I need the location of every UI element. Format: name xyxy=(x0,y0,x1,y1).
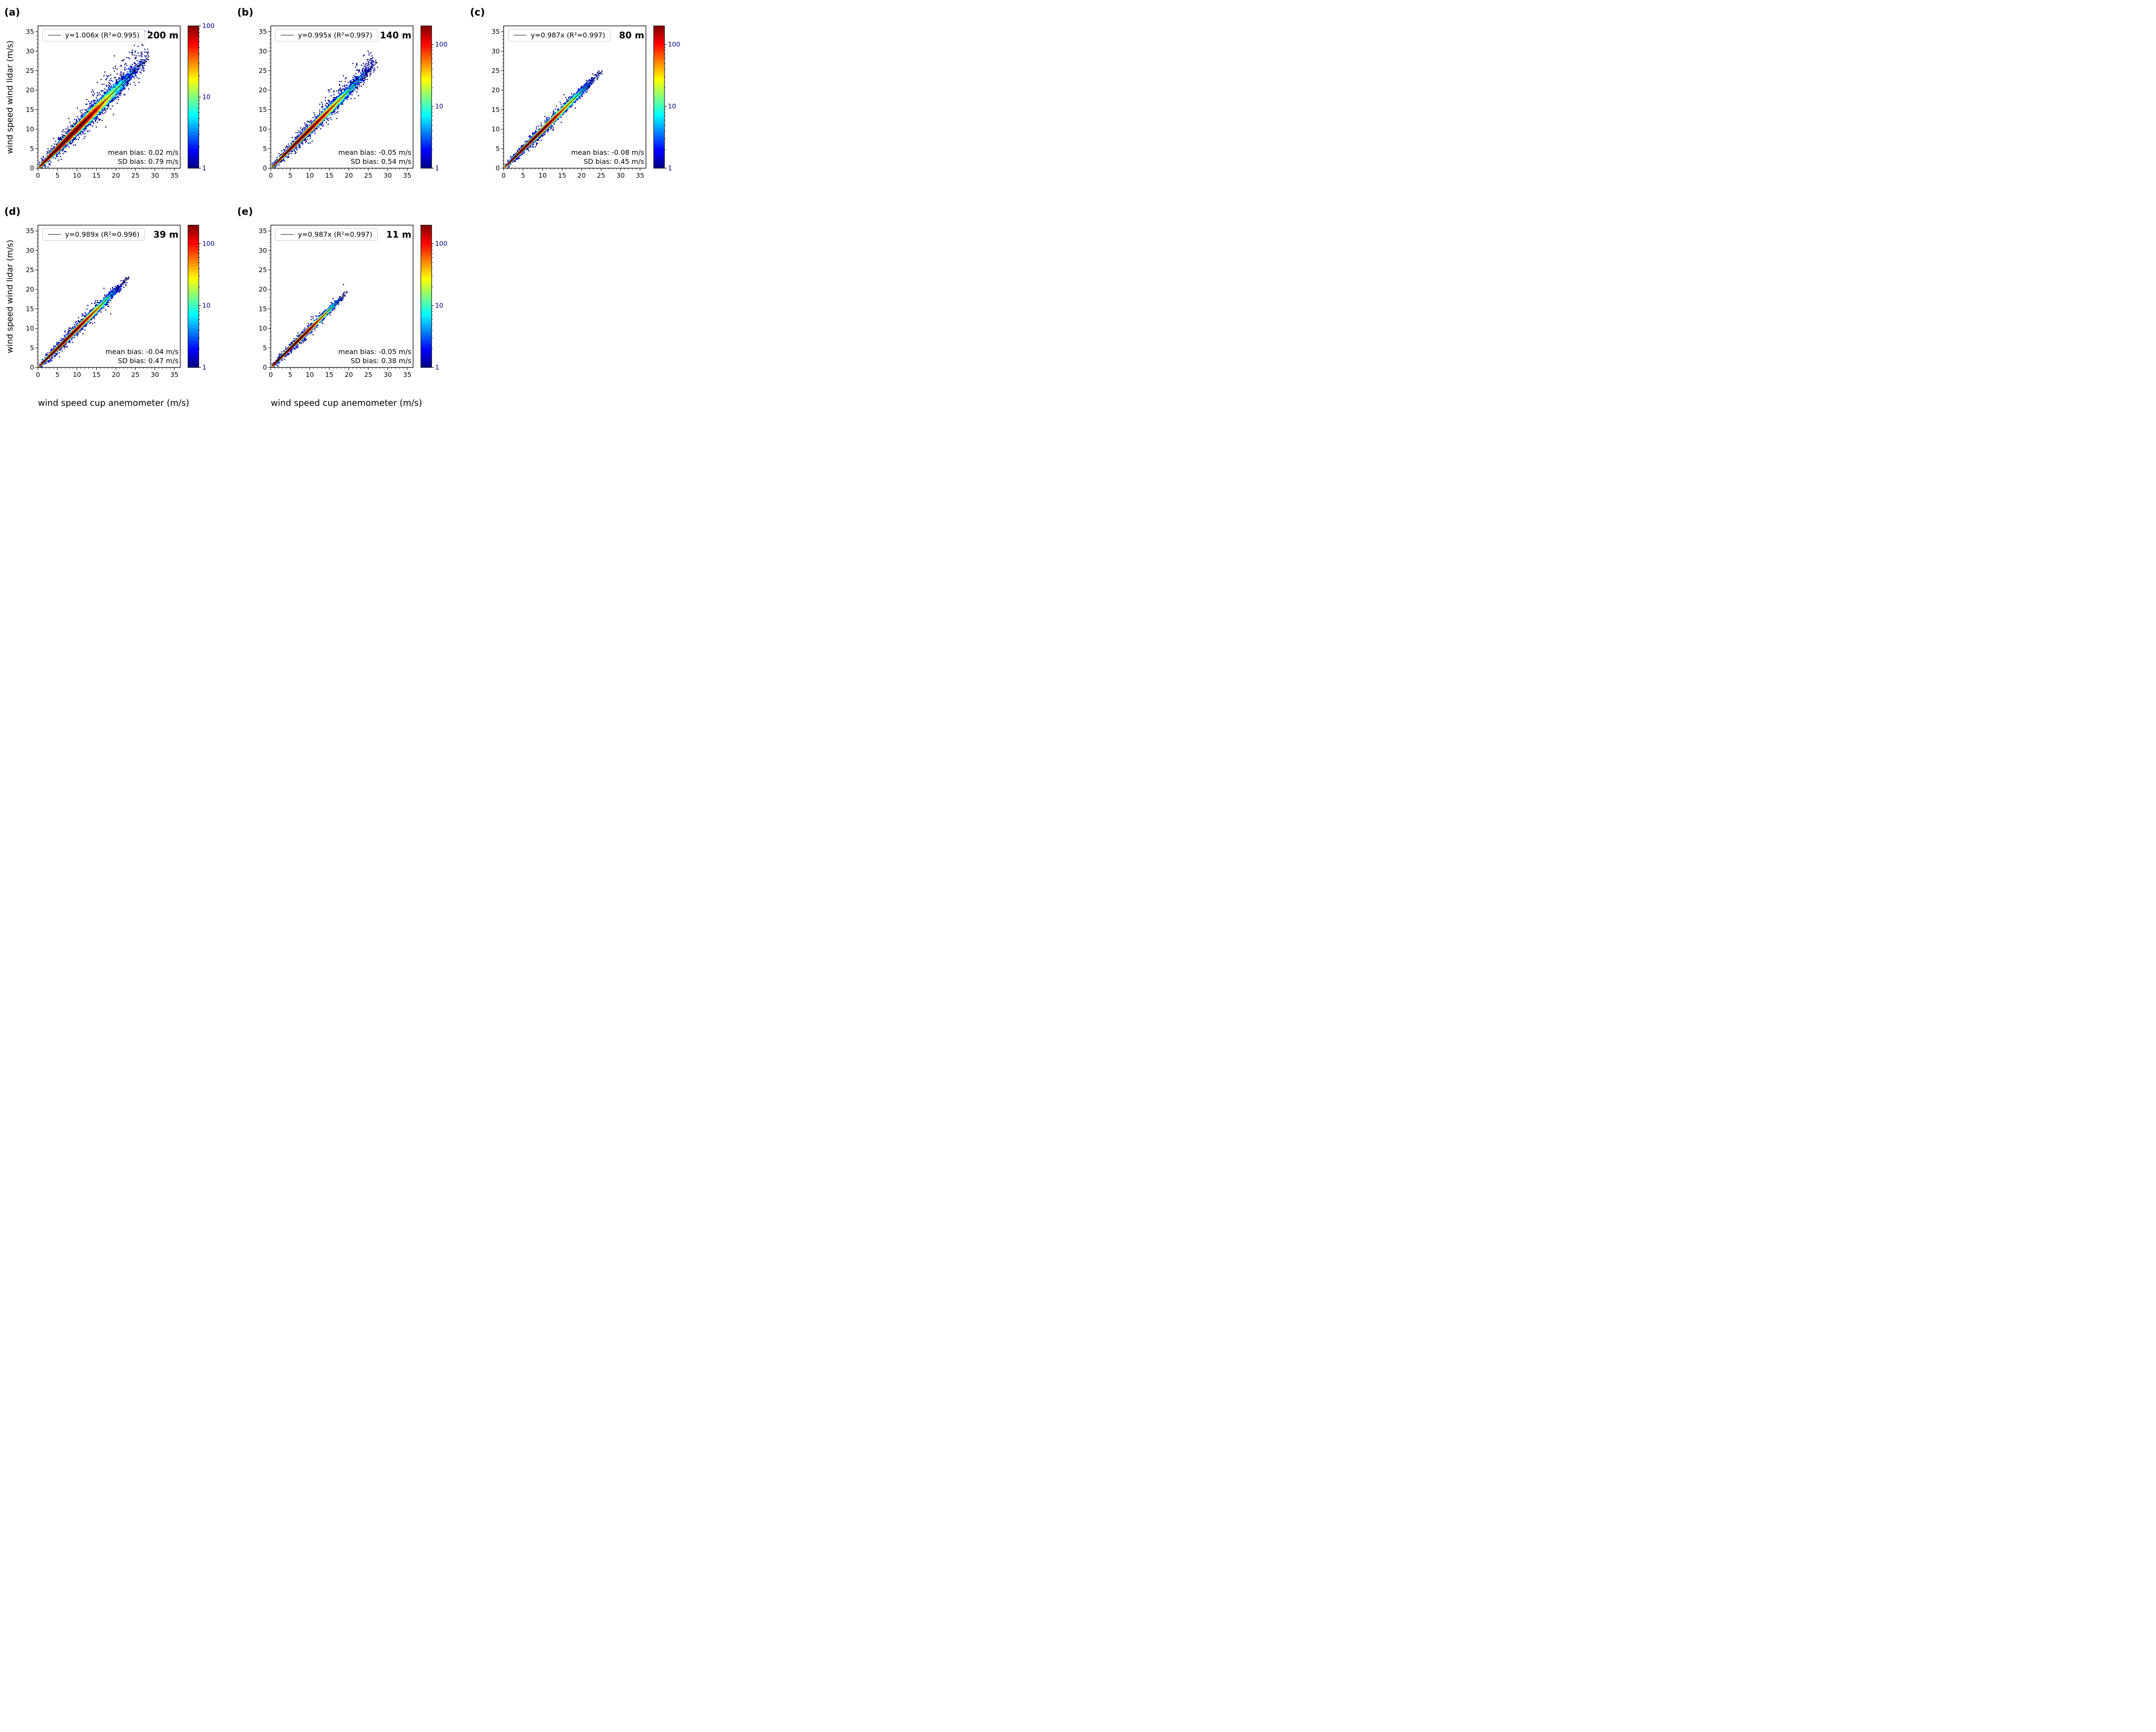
fit-legend: y=0.987x (R²=0.997) xyxy=(275,228,378,241)
x-axis-label: wind speed cup anemometer (m/s) xyxy=(38,398,189,408)
plot-area: wind speed wind lidar (m/s) y=1.006x (R²… xyxy=(4,20,237,197)
fit-equation: y=0.989x (R²=0.996) xyxy=(65,230,140,238)
fit-equation: y=0.987x (R²=0.997) xyxy=(298,230,373,238)
fit-legend: y=0.987x (R²=0.997) xyxy=(508,29,611,41)
height-label: 80 m xyxy=(619,30,644,41)
density-plot-canvas xyxy=(249,219,452,396)
fit-equation: y=0.987x (R²=0.997) xyxy=(531,31,605,39)
fit-legend: y=0.995x (R²=0.997) xyxy=(275,29,378,41)
mean-bias-text: mean bias: 0.02 m/s xyxy=(108,148,179,157)
sd-bias-text: SD bias: 0.45 m/s xyxy=(583,157,644,166)
plot-area: wind speed wind lidar (m/s) y=0.995x (R²… xyxy=(237,20,470,197)
mean-bias-text: mean bias: -0.05 m/s xyxy=(338,348,411,356)
panel-a: (a) wind speed wind lidar (m/s) y=1.006x… xyxy=(4,6,237,197)
density-plot-canvas xyxy=(16,20,219,197)
fit-legend: y=0.989x (R²=0.996) xyxy=(42,228,145,241)
fit-line-sample xyxy=(281,234,294,235)
density-plot-canvas xyxy=(482,20,685,197)
x-axis-label: wind speed cup anemometer (m/s) xyxy=(271,398,422,408)
height-label: 39 m xyxy=(153,229,179,240)
fit-equation: y=0.995x (R²=0.997) xyxy=(298,31,373,39)
mean-bias-text: mean bias: -0.05 m/s xyxy=(338,148,411,157)
bias-annotation: mean bias: 0.02 m/s SD bias: 0.79 m/s xyxy=(108,148,179,166)
panel-b: (b) wind speed wind lidar (m/s) y=0.995x… xyxy=(237,6,470,197)
sd-bias-text: SD bias: 0.79 m/s xyxy=(118,157,179,166)
density-plot-canvas xyxy=(16,219,219,396)
height-label: 140 m xyxy=(379,30,411,41)
sd-bias-text: SD bias: 0.38 m/s xyxy=(351,357,411,365)
y-axis-label: wind speed wind lidar (m/s) xyxy=(5,40,15,154)
height-label: 11 m xyxy=(386,229,411,240)
plot-area: wind speed wind lidar (m/s) y=0.989x (R²… xyxy=(4,219,237,396)
panel-d: (d) wind speed wind lidar (m/s) y=0.989x… xyxy=(4,205,237,411)
panel-tag: (c) xyxy=(470,7,485,18)
mean-bias-text: mean bias: -0.08 m/s xyxy=(571,148,644,157)
mean-bias-text: mean bias: -0.04 m/s xyxy=(105,348,179,356)
panel-e: (e) wind speed wind lidar (m/s) y=0.987x… xyxy=(237,205,470,411)
bias-annotation: mean bias: -0.04 m/s SD bias: 0.47 m/s xyxy=(106,348,179,366)
bias-annotation: mean bias: -0.05 m/s SD bias: 0.38 m/s xyxy=(338,348,411,366)
panel-c: (c) wind speed wind lidar (m/s) y=0.987x… xyxy=(470,6,703,197)
bias-annotation: mean bias: -0.05 m/s SD bias: 0.54 m/s xyxy=(338,148,411,166)
y-axis-label: wind speed wind lidar (m/s) xyxy=(5,239,15,353)
height-label: 200 m xyxy=(147,30,179,41)
density-plot-canvas xyxy=(249,20,452,197)
sd-bias-text: SD bias: 0.54 m/s xyxy=(351,157,411,166)
panel-tag: (a) xyxy=(4,7,20,18)
fit-legend: y=1.006x (R²=0.995) xyxy=(42,29,145,41)
figure-grid: (a) wind speed wind lidar (m/s) y=1.006x… xyxy=(0,0,716,415)
panel-tag: (d) xyxy=(4,206,21,217)
sd-bias-text: SD bias: 0.47 m/s xyxy=(118,357,179,365)
panel-tag: (b) xyxy=(237,7,254,18)
plot-area: wind speed wind lidar (m/s) y=0.987x (R²… xyxy=(237,219,470,396)
plot-area: wind speed wind lidar (m/s) y=0.987x (R²… xyxy=(470,20,703,197)
fit-equation: y=1.006x (R²=0.995) xyxy=(65,31,140,39)
bias-annotation: mean bias: -0.08 m/s SD bias: 0.45 m/s xyxy=(571,148,644,166)
panel-tag: (e) xyxy=(237,206,253,217)
fit-line-sample xyxy=(48,234,61,235)
